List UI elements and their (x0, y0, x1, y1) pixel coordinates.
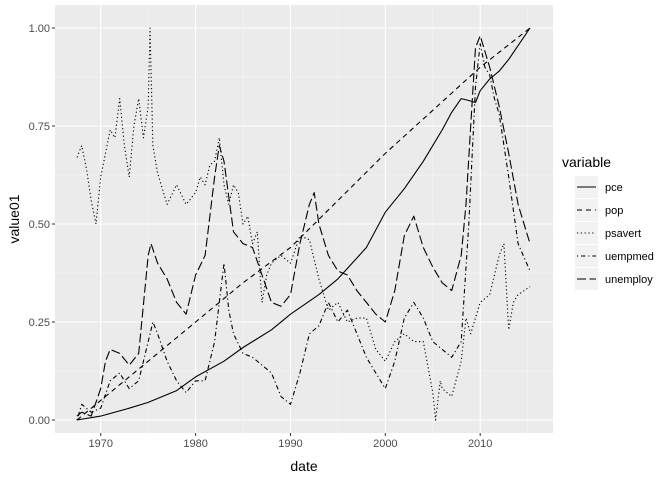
legend-label-uempmed: uempmed (605, 251, 654, 263)
y-axis-title: value01 (6, 194, 22, 243)
legend-label-psavert: psavert (605, 228, 641, 240)
x-axis: 1970 1980 1990 2000 2010 (88, 433, 492, 450)
series-line-pce (76, 27, 531, 421)
y-tick-label: 1.00 (29, 23, 50, 35)
x-axis-title: date (290, 458, 317, 474)
legend: variable pce pop psavert uempmed unemploy (562, 154, 654, 290)
y-tick-label: 0.50 (29, 219, 50, 231)
series-line-uempmed (76, 43, 531, 421)
y-tick-label: 0.25 (29, 317, 50, 329)
x-tick-label: 2000 (373, 438, 397, 450)
series-line-pop (76, 27, 531, 421)
x-tick-label: 1990 (278, 438, 302, 450)
legend-label-pop: pop (605, 205, 623, 217)
legend-label-unemploy: unemploy (605, 274, 653, 286)
legend-key-unemploy (575, 268, 598, 290)
x-tick-label: 1980 (183, 438, 207, 450)
y-tick-label: 0.00 (29, 415, 50, 427)
y-tick-label: 0.75 (29, 121, 50, 133)
x-tick-label: 2010 (468, 438, 492, 450)
legend-title: variable (562, 154, 611, 170)
legend-key-psavert (575, 222, 598, 244)
series-line-unemploy (76, 35, 531, 417)
legend-key-uempmed (575, 245, 598, 267)
legend-label-pce: pce (605, 182, 623, 194)
major-gridlines (55, 5, 553, 433)
legend-items: pce pop psavert uempmed unemploy (575, 176, 654, 290)
x-tick-label: 1970 (88, 438, 112, 450)
y-axis: 0.00 0.25 0.50 0.75 1.00 (29, 23, 55, 427)
series-layer (76, 27, 531, 421)
